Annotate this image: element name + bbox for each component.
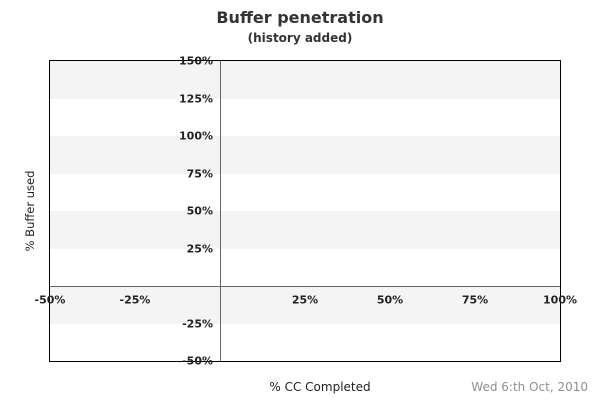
y-tick-label: 100% [179,129,213,143]
x-axis-title: % CC Completed [269,380,371,394]
footer-date: Wed 6:th Oct, 2010 [471,380,588,394]
shaded-band [50,286,560,324]
shaded-band [50,211,560,249]
x-tick-label: -25% [119,293,151,307]
x-tick-label: 75% [461,293,489,307]
x-tick-label: -50% [34,293,66,307]
y-tick-label: 125% [179,92,213,105]
shaded-band [50,136,560,174]
y-tick-label: 25% [186,242,213,255]
x-tick-label: 100% [543,293,577,307]
shaded-band [50,61,560,99]
x-tick-label: 50% [376,293,404,307]
plot-area [49,60,561,362]
y-tick-label: 150% [179,54,213,68]
y-tick-label: 75% [186,167,213,180]
zero-line-horizontal [50,286,560,287]
y-tick-label: 50% [186,204,213,218]
chart-subtitle: (history added) [247,31,353,45]
chart-title: Buffer penetration [216,8,384,27]
zero-line-vertical [220,61,221,361]
y-tick-label: -25% [182,317,213,330]
x-tick-label: 25% [291,293,319,307]
y-axis-title: % Buffer used [23,170,37,252]
y-tick-label: -50% [182,354,213,368]
